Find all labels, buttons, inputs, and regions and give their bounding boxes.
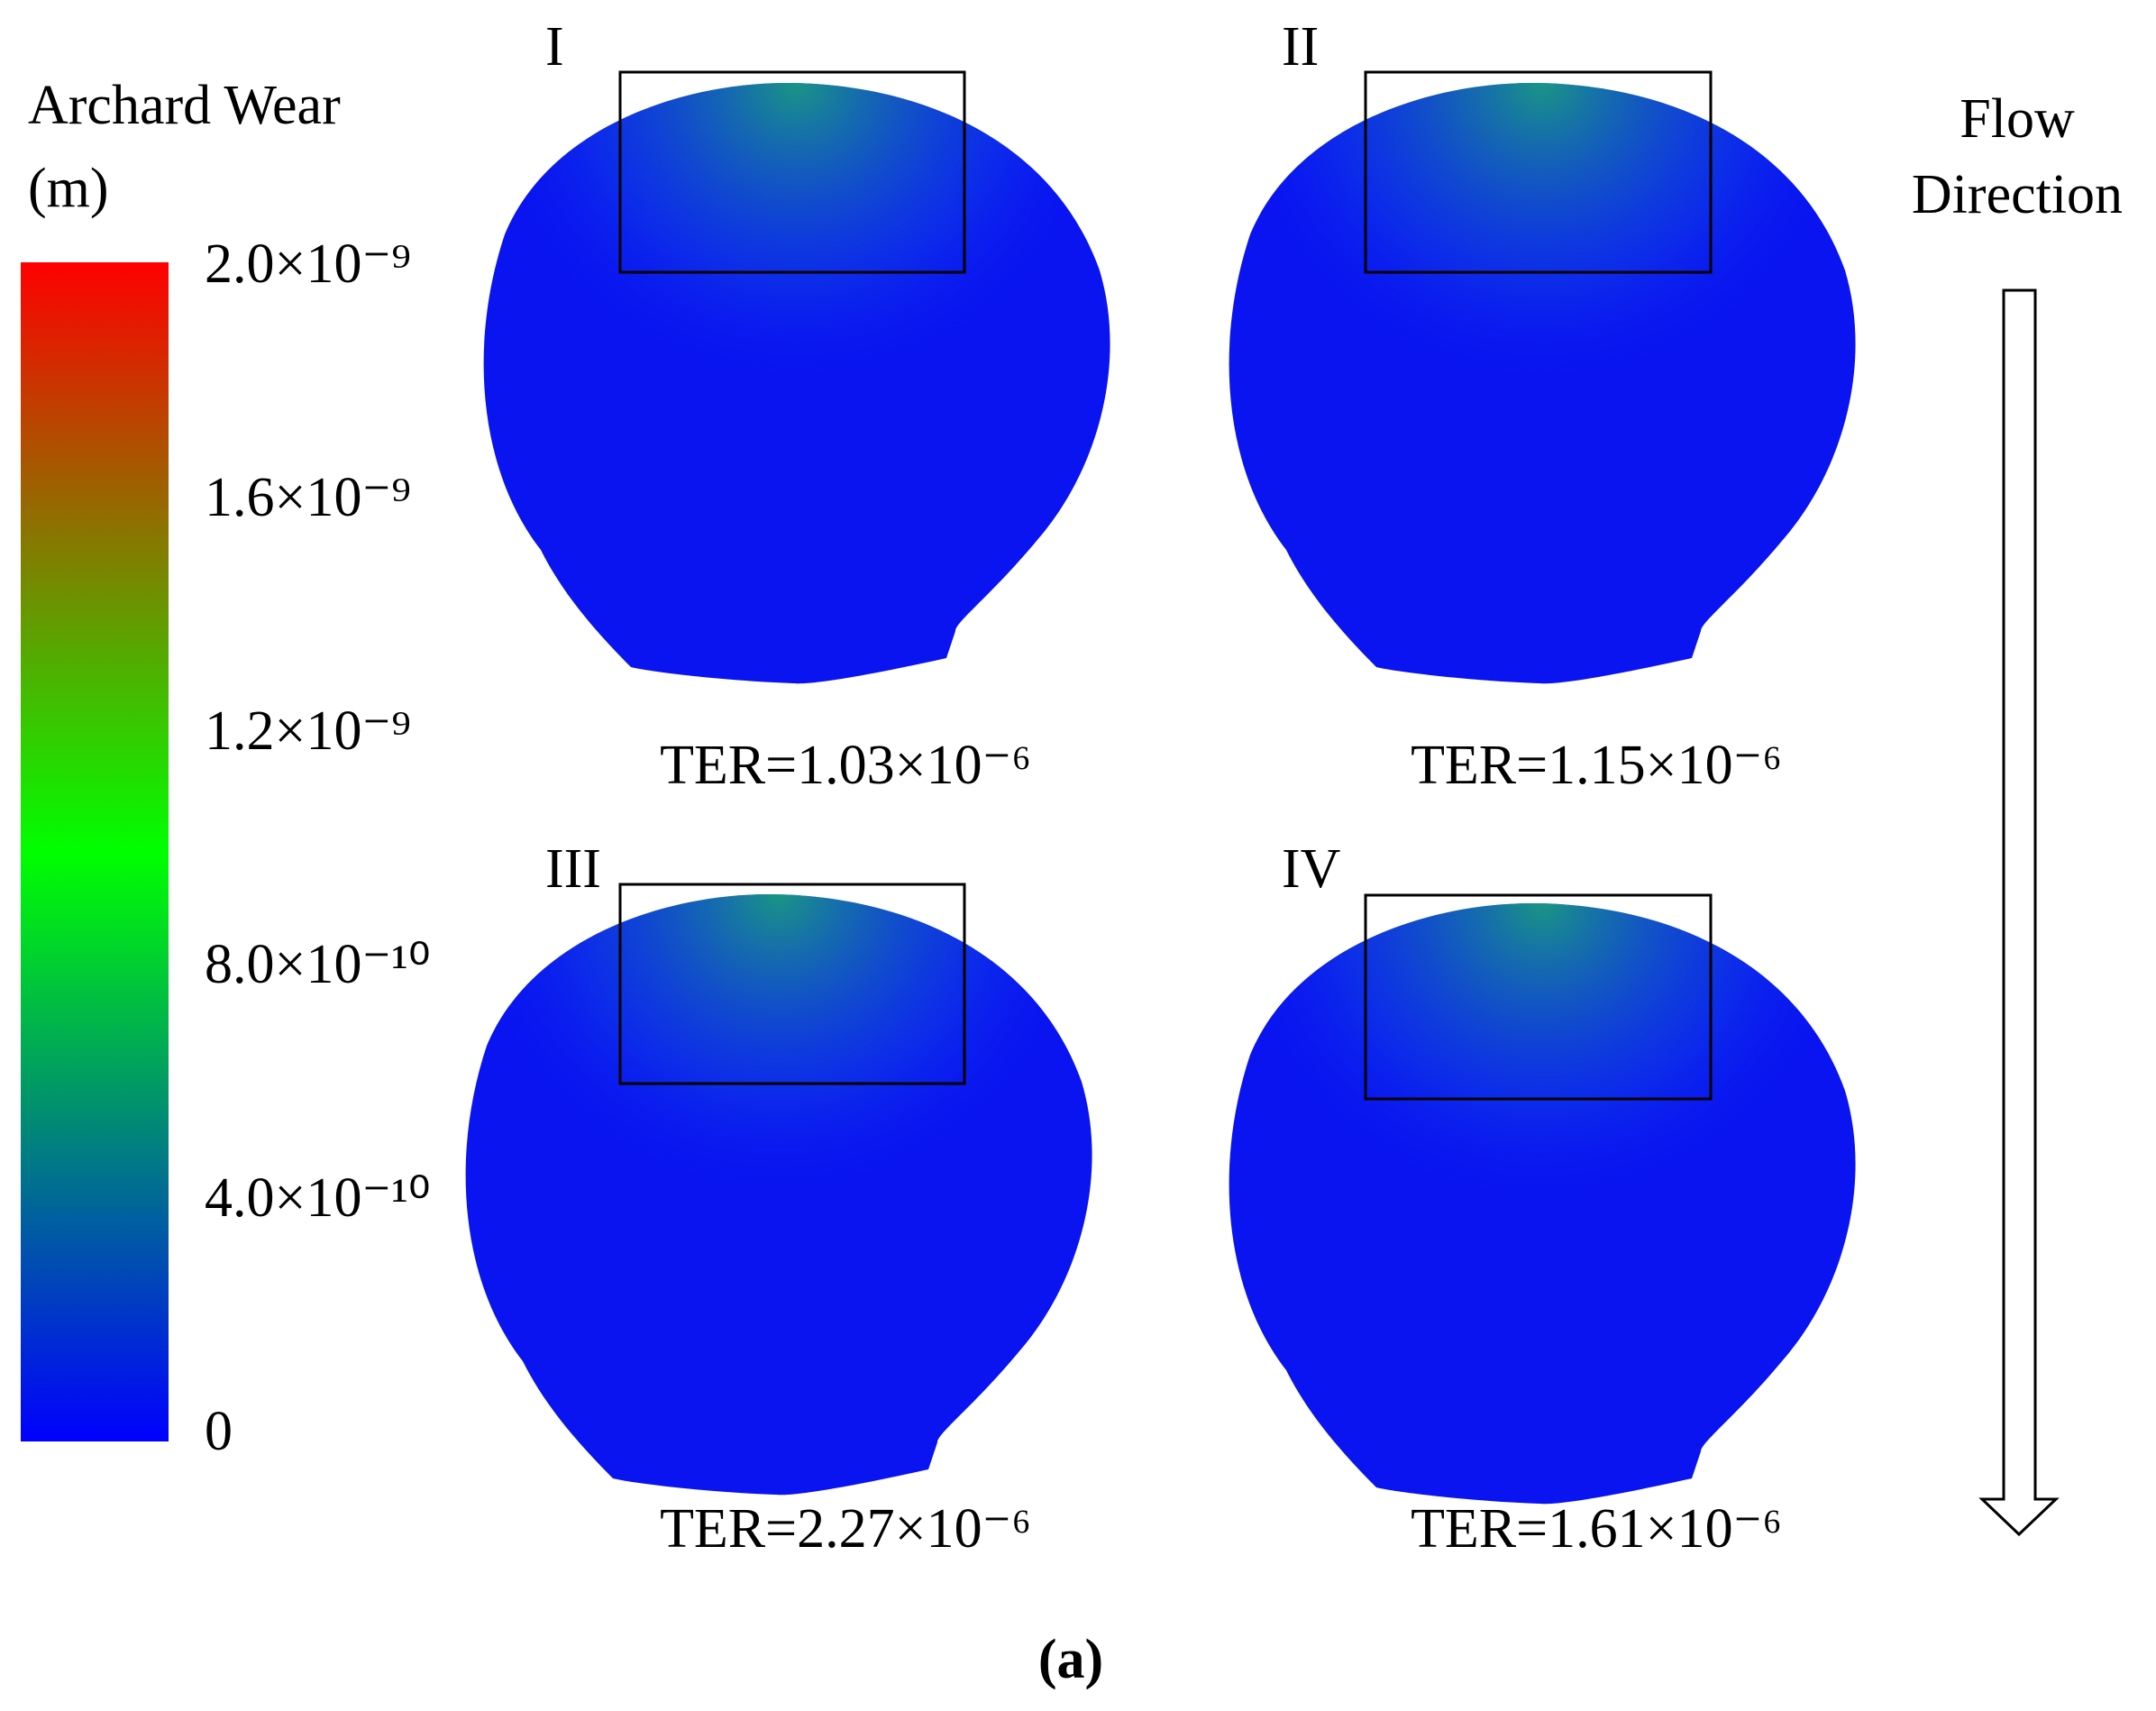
flow-label: Flow: [1960, 88, 2075, 150]
panel-result: TER=1.61×10⁻⁶: [1411, 1498, 1782, 1560]
shell-1: [483, 82, 1110, 684]
caption: (a): [1038, 1629, 1103, 1690]
panel-label: II: [1282, 16, 1319, 78]
shell-4: [1229, 902, 1856, 1505]
colorbar-tick-label: 1.2×10⁻⁹: [205, 700, 411, 762]
flow-label: Direction: [1912, 164, 2123, 225]
colorbar-title: Archard Wear: [28, 75, 341, 136]
shell-3: [465, 893, 1092, 1496]
colorbar: [21, 262, 169, 1441]
colorbar-tick-label: 4.0×10⁻¹⁰: [205, 1167, 431, 1229]
flow-arrow: [1978, 288, 2060, 1537]
colorbar-tick-label: 2.0×10⁻⁹: [205, 233, 411, 295]
colorbar-unit: (m): [28, 158, 109, 219]
colorbar-tick-label: 0: [205, 1401, 233, 1462]
panel-label: III: [545, 838, 601, 900]
panel-result: TER=1.03×10⁻⁶: [660, 735, 1031, 796]
focus-box: [1364, 893, 1713, 1101]
panel-result: TER=2.27×10⁻⁶: [660, 1498, 1031, 1560]
colorbar-ticks: 2.0×10⁻⁹ 1.6×10⁻⁹ 1.2×10⁻⁹ 8.0×10⁻¹⁰ 4.0×10⁻…: [205, 233, 431, 1462]
focus-box: [618, 70, 966, 274]
panel-label: IV: [1282, 838, 1341, 900]
colorbar-tick-label: 1.6×10⁻⁹: [205, 467, 411, 528]
focus-box: [1364, 70, 1713, 274]
colorbar-tick-label: 8.0×10⁻¹⁰: [205, 934, 431, 995]
shell-2: [1229, 82, 1856, 684]
panel-label: I: [545, 16, 564, 78]
focus-box: [618, 883, 966, 1085]
panel-result: TER=1.15×10⁻⁶: [1411, 735, 1782, 796]
